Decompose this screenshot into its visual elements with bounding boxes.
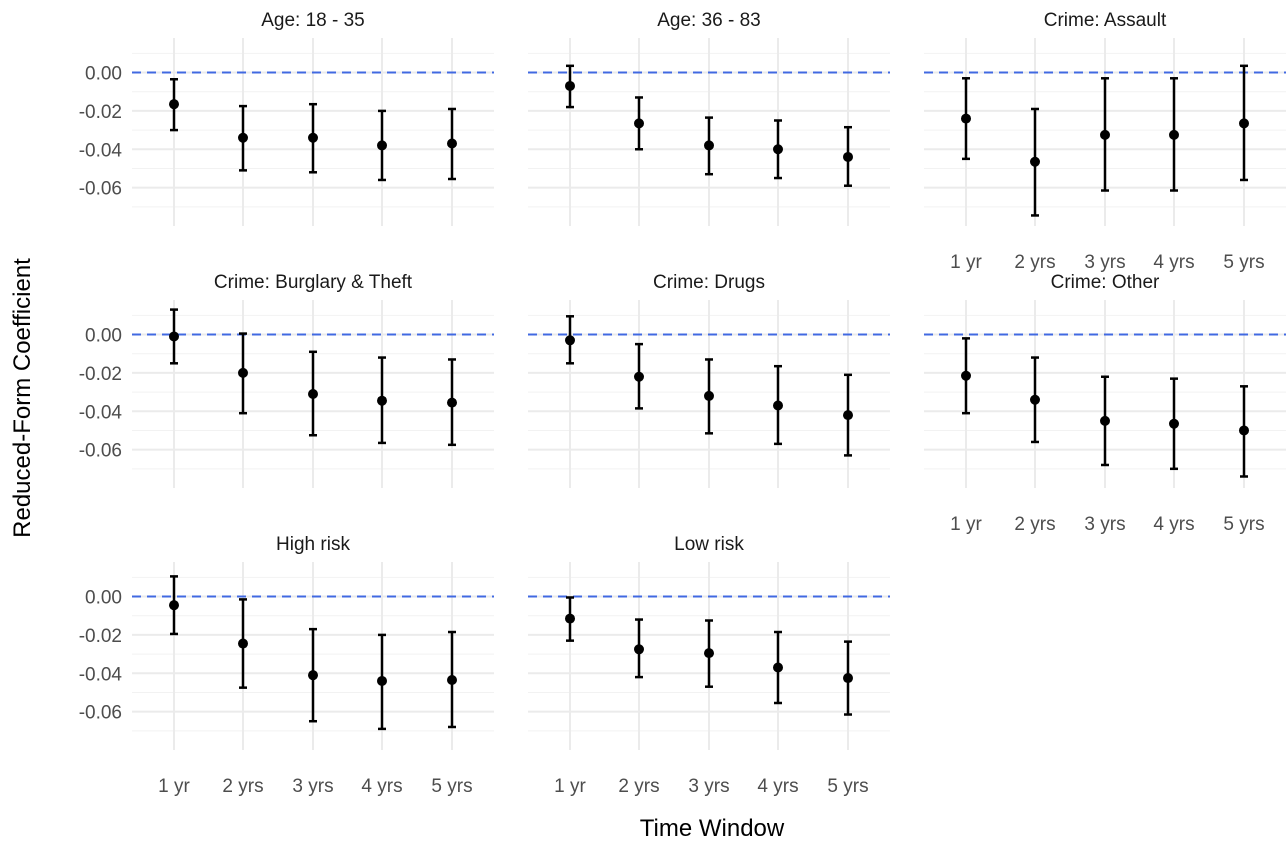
x-tick-label: 3 yrs xyxy=(688,776,729,797)
point-estimate xyxy=(447,138,457,149)
x-tick-label: 1 yr xyxy=(158,776,190,797)
facet-panel: High risk 0.00 -0.02 -0.04 -0.06 1 yr 2 yrs 3 y… xyxy=(79,534,494,797)
facet-title: Crime: Other xyxy=(1051,272,1160,293)
point-estimate xyxy=(238,367,248,378)
point-estimate xyxy=(961,370,971,381)
y-tick-label: 0.00 xyxy=(85,588,122,609)
y-tick-label: -0.06 xyxy=(79,441,122,462)
facet-title: Low risk xyxy=(674,534,744,555)
point-estimate xyxy=(634,118,644,129)
x-tick-label: 1 yr xyxy=(950,514,982,535)
x-tick-label: 5 yrs xyxy=(431,776,472,797)
point-estimate xyxy=(634,371,644,382)
x-tick-label: 5 yrs xyxy=(1223,514,1264,535)
x-tick-label: 2 yrs xyxy=(1014,252,1055,273)
facet-panel: Crime: Other 1 yr 2 yrs 3 yrs 4 yrs 5 yrs xyxy=(924,272,1286,535)
point-estimate xyxy=(773,400,783,411)
facet-panel: Age: 36 - 83 xyxy=(528,10,890,226)
point-estimate xyxy=(1169,129,1179,140)
point-estimate xyxy=(238,638,248,649)
y-tick-label: -0.04 xyxy=(79,140,123,161)
x-tick-label: 1 yr xyxy=(554,776,586,797)
facet-title: Age: 36 - 83 xyxy=(657,10,761,31)
point-estimate xyxy=(704,140,714,151)
facet-panel: Crime: Drugs xyxy=(528,272,890,488)
point-estimate xyxy=(1100,129,1110,140)
point-estimate xyxy=(238,132,248,143)
point-estimate xyxy=(1100,415,1110,426)
facet-panel: Age: 18 - 35 0.00 -0.02 -0.04 -0.06 xyxy=(79,10,494,226)
point-estimate xyxy=(1239,425,1249,436)
point-estimate xyxy=(308,389,318,399)
y-axis-title: Reduced-Form Coefficient xyxy=(9,258,36,538)
y-tick-label: -0.06 xyxy=(79,703,122,724)
x-tick-label: 3 yrs xyxy=(292,776,333,797)
x-tick-label: 2 yrs xyxy=(1014,514,1055,535)
point-estimate xyxy=(1169,418,1179,429)
x-tick-label: 1 yr xyxy=(950,252,982,273)
facet-title: Crime: Drugs xyxy=(653,272,765,293)
y-tick-label: 0.00 xyxy=(85,64,122,85)
point-estimate xyxy=(634,644,644,655)
point-estimate xyxy=(843,673,853,684)
x-tick-label: 4 yrs xyxy=(1153,252,1194,273)
point-estimate xyxy=(565,613,575,624)
facet-title: High risk xyxy=(276,534,350,555)
x-axis-title: Time Window xyxy=(640,815,785,842)
x-tick-label: 5 yrs xyxy=(827,776,868,797)
point-estimate xyxy=(1030,156,1040,167)
point-estimate xyxy=(704,648,714,659)
facet-title: Crime: Assault xyxy=(1044,10,1167,31)
y-tick-label: -0.04 xyxy=(79,402,123,423)
y-tick-label: -0.02 xyxy=(79,102,122,123)
y-tick-label: -0.06 xyxy=(79,179,122,200)
point-estimate xyxy=(704,390,714,401)
point-estimate xyxy=(843,151,853,162)
point-estimate xyxy=(773,144,783,155)
x-tick-label: 4 yrs xyxy=(757,776,798,797)
point-estimate xyxy=(377,140,387,151)
y-tick-label: 0.00 xyxy=(85,326,122,347)
y-tick-label: -0.02 xyxy=(79,364,122,385)
y-tick-label: -0.04 xyxy=(79,664,123,685)
facet-panel: Low risk 1 yr 2 yrs 3 yrs 4 yrs 5 yrs xyxy=(528,534,890,797)
facet-title: Crime: Burglary & Theft xyxy=(214,272,413,293)
point-estimate xyxy=(961,113,971,124)
point-estimate xyxy=(447,397,457,408)
facet-title: Age: 18 - 35 xyxy=(261,10,365,31)
point-estimate xyxy=(169,99,179,110)
x-tick-label: 4 yrs xyxy=(1153,514,1194,535)
point-estimate xyxy=(565,80,575,91)
point-estimate xyxy=(773,662,783,673)
point-estimate xyxy=(169,600,179,611)
point-estimate xyxy=(308,132,318,143)
point-estimate xyxy=(1239,118,1249,129)
y-tick-label: -0.02 xyxy=(79,626,122,647)
facet-panel: Crime: Burglary & Theft 0.00 -0.02 -0.04 -0.… xyxy=(79,272,494,488)
x-tick-label: 2 yrs xyxy=(222,776,263,797)
point-estimate xyxy=(447,674,457,685)
point-estimate xyxy=(169,331,179,342)
x-tick-label: 5 yrs xyxy=(1223,252,1264,273)
point-estimate xyxy=(308,670,318,681)
point-estimate xyxy=(377,395,387,406)
point-estimate xyxy=(843,410,853,421)
x-tick-label: 3 yrs xyxy=(1084,252,1125,273)
x-tick-label: 4 yrs xyxy=(361,776,402,797)
point-estimate xyxy=(377,675,387,686)
point-estimate xyxy=(1030,394,1040,405)
x-tick-label: 2 yrs xyxy=(618,776,659,797)
panels-layer: Age: 18 - 35 0.00 -0.02 -0.04 -0.06 Age: 36 -… xyxy=(79,10,1286,797)
x-tick-label: 3 yrs xyxy=(1084,514,1125,535)
facet-panel: Crime: Assault 1 yr 2 yrs 3 yrs 4 yrs 5 yrs xyxy=(924,10,1286,273)
point-estimate xyxy=(565,335,575,346)
